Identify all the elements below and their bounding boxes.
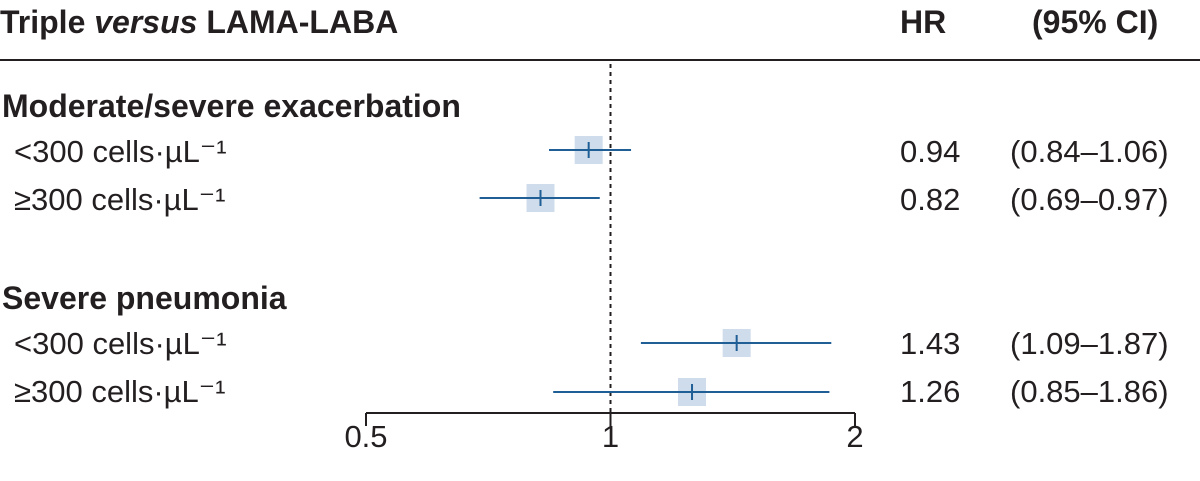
ci-column-header: (95% CI) [1032, 4, 1159, 40]
row-label: <300 cells·µL⁻¹ [14, 134, 227, 169]
ci-value: (1.09–1.87) [1010, 326, 1169, 361]
ci-value: (0.84–1.06) [1010, 134, 1169, 169]
chart-title: Triple versus LAMA-LABA [0, 2, 398, 42]
group-title-pneumonia: Severe pneumonia [2, 280, 287, 316]
hr-value: 0.82 [900, 182, 961, 217]
title-italic: versus [94, 4, 198, 40]
ci-value: (0.69–0.97) [1010, 182, 1169, 217]
hr-value: 0.94 [900, 134, 961, 169]
hr-value: 1.26 [900, 374, 961, 409]
ci-value: (0.85–1.86) [1010, 374, 1169, 409]
row-label: ≥300 cells·µL⁻¹ [14, 182, 226, 217]
hr-column-header: HR [900, 4, 947, 40]
row-label: ≥300 cells·µL⁻¹ [14, 374, 226, 409]
x-tick-label: 2 [846, 419, 863, 454]
title-suffix: LAMA-LABA [197, 4, 399, 40]
row-label: <300 cells·µL⁻¹ [14, 326, 227, 361]
x-tick-label: 1 [602, 419, 619, 454]
header-rule [0, 59, 1200, 61]
group-title-exacerbation: Moderate/severe exacerbation [2, 88, 461, 124]
x-tick-label: 0.5 [344, 419, 387, 454]
title-prefix: Triple [0, 4, 95, 40]
hr-value: 1.43 [900, 326, 961, 361]
